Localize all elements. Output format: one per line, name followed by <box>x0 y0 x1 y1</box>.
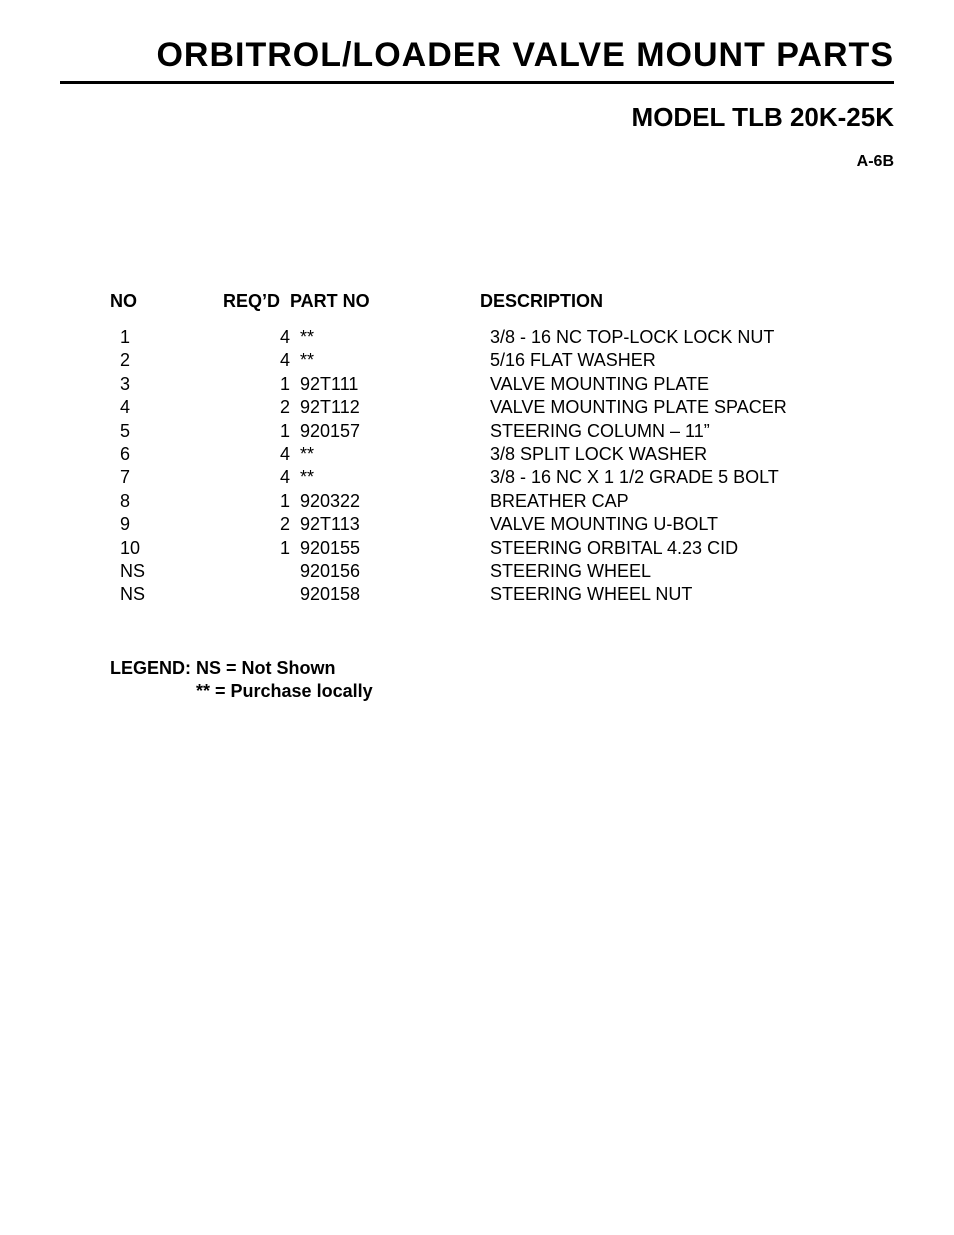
cell-part-no: 920158 <box>300 583 490 606</box>
cell-reqd: 4 <box>210 466 300 489</box>
cell-no: 9 <box>110 513 210 536</box>
cell-description: VALVE MOUNTING PLATE SPACER <box>490 396 894 419</box>
cell-no: 5 <box>110 420 210 443</box>
cell-no: 2 <box>110 349 210 372</box>
parts-table: NO REQ’D PART NO DESCRIPTION 14**3/8 - 1… <box>110 291 894 607</box>
cell-part-no: 92T111 <box>300 373 490 396</box>
cell-part-no: 920322 <box>300 490 490 513</box>
cell-description: BREATHER CAP <box>490 490 894 513</box>
table-body: 14**3/8 - 16 NC TOP-LOCK LOCK NUT24**5/1… <box>110 326 894 607</box>
cell-no: 1 <box>110 326 210 349</box>
table-row: 51920157STEERING COLUMN – 11” <box>110 420 894 443</box>
cell-no: 4 <box>110 396 210 419</box>
legend-line-1: LEGEND: NS = Not Shown <box>110 657 894 680</box>
table-row: NS 920156STEERING WHEEL <box>110 560 894 583</box>
cell-part-no: ** <box>300 349 490 372</box>
cell-no: 10 <box>110 537 210 560</box>
cell-description: STEERING ORBITAL 4.23 CID <box>490 537 894 560</box>
table-row: 74**3/8 - 16 NC X 1 1/2 GRADE 5 BOLT <box>110 466 894 489</box>
cell-no: 7 <box>110 466 210 489</box>
cell-part-no: 920157 <box>300 420 490 443</box>
table-row: 24**5/16 FLAT WASHER <box>110 349 894 372</box>
cell-reqd: 4 <box>210 349 300 372</box>
table-header-desc: DESCRIPTION <box>480 291 894 312</box>
cell-description: VALVE MOUNTING U-BOLT <box>490 513 894 536</box>
cell-description: 3/8 - 16 NC TOP-LOCK LOCK NUT <box>490 326 894 349</box>
table-header-reqd: REQ’D <box>200 291 290 312</box>
cell-description: 3/8 - 16 NC X 1 1/2 GRADE 5 BOLT <box>490 466 894 489</box>
cell-reqd: 1 <box>210 420 300 443</box>
table-header-part: PART NO <box>290 291 480 312</box>
table-row: 101920155STEERING ORBITAL 4.23 CID <box>110 537 894 560</box>
table-row: 9292T113VALVE MOUNTING U-BOLT <box>110 513 894 536</box>
cell-reqd <box>210 583 300 606</box>
cell-no: 3 <box>110 373 210 396</box>
table-header-row: NO REQ’D PART NO DESCRIPTION <box>110 291 894 312</box>
table-row: 14**3/8 - 16 NC TOP-LOCK LOCK NUT <box>110 326 894 349</box>
cell-part-no: ** <box>300 466 490 489</box>
cell-description: 3/8 SPLIT LOCK WASHER <box>490 443 894 466</box>
table-row: NS 920158STEERING WHEEL NUT <box>110 583 894 606</box>
cell-part-no: 920156 <box>300 560 490 583</box>
table-row: 64**3/8 SPLIT LOCK WASHER <box>110 443 894 466</box>
table-row: 81920322BREATHER CAP <box>110 490 894 513</box>
cell-no: NS <box>110 560 210 583</box>
cell-reqd <box>210 560 300 583</box>
cell-description: 5/16 FLAT WASHER <box>490 349 894 372</box>
cell-reqd: 1 <box>210 490 300 513</box>
page-title: ORBITROL/LOADER VALVE MOUNT PARTS <box>60 36 894 84</box>
cell-reqd: 2 <box>210 513 300 536</box>
cell-reqd: 1 <box>210 537 300 560</box>
page: ORBITROL/LOADER VALVE MOUNT PARTS MODEL … <box>0 0 954 1235</box>
cell-no: NS <box>110 583 210 606</box>
table-row: 3192T111VALVE MOUNTING PLATE <box>110 373 894 396</box>
cell-part-no: 920155 <box>300 537 490 560</box>
cell-reqd: 2 <box>210 396 300 419</box>
page-code: A-6B <box>60 153 894 171</box>
cell-description: VALVE MOUNTING PLATE <box>490 373 894 396</box>
page-subtitle: MODEL TLB 20K-25K <box>60 102 894 133</box>
cell-reqd: 4 <box>210 443 300 466</box>
cell-description: STEERING COLUMN – 11” <box>490 420 894 443</box>
cell-no: 8 <box>110 490 210 513</box>
table-row: 4292T112VALVE MOUNTING PLATE SPACER <box>110 396 894 419</box>
cell-part-no: 92T112 <box>300 396 490 419</box>
cell-reqd: 4 <box>210 326 300 349</box>
cell-description: STEERING WHEEL NUT <box>490 583 894 606</box>
table-header-no: NO <box>110 291 200 312</box>
cell-no: 6 <box>110 443 210 466</box>
cell-description: STEERING WHEEL <box>490 560 894 583</box>
cell-part-no: ** <box>300 326 490 349</box>
cell-part-no: 92T113 <box>300 513 490 536</box>
legend-line-2: ** = Purchase locally <box>196 680 894 703</box>
cell-reqd: 1 <box>210 373 300 396</box>
cell-part-no: ** <box>300 443 490 466</box>
legend: LEGEND: NS = Not Shown ** = Purchase loc… <box>110 657 894 704</box>
